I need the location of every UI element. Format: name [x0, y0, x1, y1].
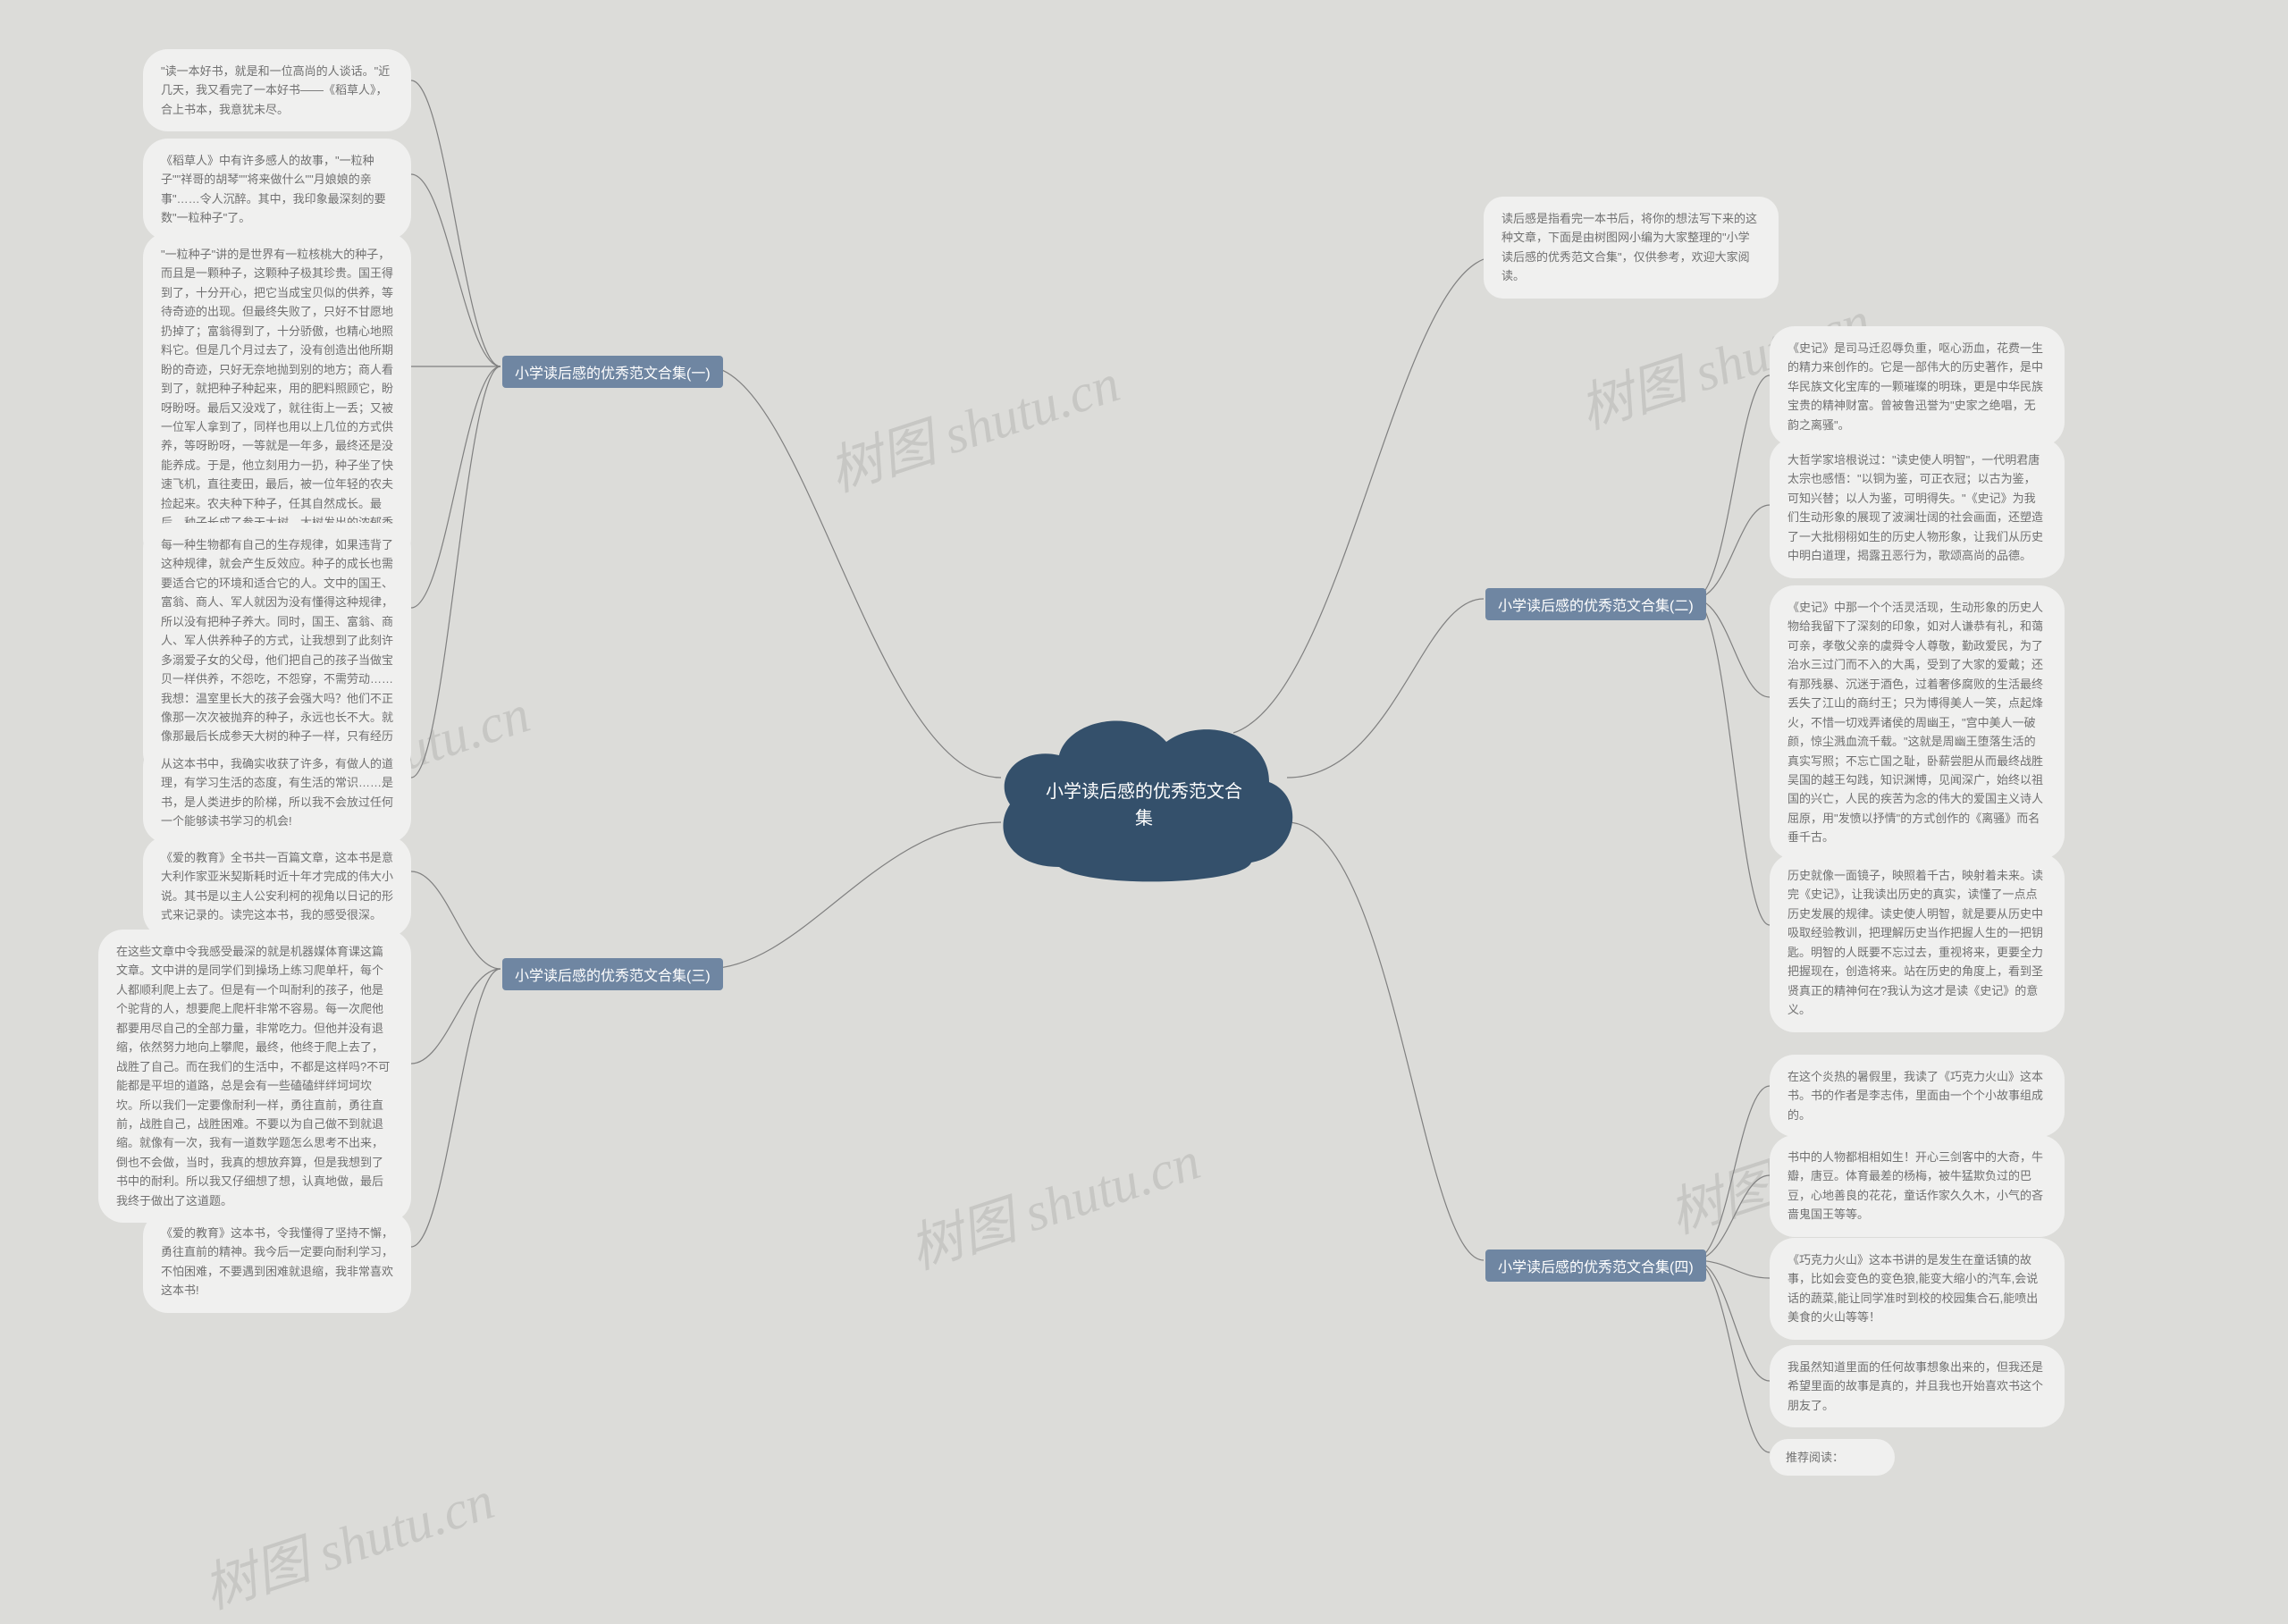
branch-4-label: 小学读后感的优秀范文合集(四): [1485, 1250, 1706, 1282]
branch-1-leaf-3: "一粒种子"讲的是世界有一粒核桃大的种子，而且是一颗种子，这颗种子极其珍贵。国王…: [143, 232, 411, 564]
branch-4-leaf-4: 我虽然知道里面的任何故事想象出来的，但我还是希望里面的故事是真的，并且我也开始喜…: [1770, 1345, 2065, 1427]
center-title: 小学读后感的优秀范文合集: [1046, 778, 1242, 832]
branch-1-leaf-1: "读一本好书，就是和一位高尚的人谈话。"近几天，我又看完了一本好书——《稻草人》…: [143, 49, 411, 131]
branch-1-leaf-2: 《稻草人》中有许多感人的故事，"一粒种子""祥哥的胡琴""将来做什么""月娘娘的…: [143, 139, 411, 240]
branch-2-label: 小学读后感的优秀范文合集(二): [1485, 588, 1706, 620]
branch-3-leaf-1: 《爱的教育》全书共一百篇文章，这本书是意大利作家亚米契斯耗时近十年才完成的伟大小…: [143, 836, 411, 938]
branch-4-leaf-1: 在这个炎热的暑假里，我读了《巧克力火山》这本书。书的作者是李志伟，里面由一个个小…: [1770, 1055, 2065, 1137]
branch-4-leaf-5: 推荐阅读：: [1770, 1439, 1895, 1476]
branch-2-leaf-3: 《史记》中那一个个活灵活现，生动形象的历史人物给我留下了深刻的印象，如对人谦恭有…: [1770, 585, 2065, 860]
watermark: 树图 shutu.cn: [898, 1117, 1208, 1284]
branch-2-leaf-1: 《史记》是司马迁忍辱负重，呕心沥血，花费一生的精力来创作的。它是一部伟大的历史著…: [1770, 326, 2065, 447]
branch-3-leaf-3: 《爱的教育》这本书，令我懂得了坚持不懈，勇往直前的精神。我今后一定要向耐利学习，…: [143, 1211, 411, 1313]
branch-1-label: 小学读后感的优秀范文合集(一): [502, 356, 723, 388]
branch-1-leaf-5: 从这本书中，我确实收获了许多，有做人的道理，有学习生活的态度，有生活的常识……是…: [143, 742, 411, 844]
center-node: 小学读后感的优秀范文合集: [983, 706, 1305, 894]
branch-2-leaf-4: 历史就像一面镜子，映照着千古，映射着未来。读完《史记》，让我读出历史的真实，读懂…: [1770, 854, 2065, 1032]
branch-4-leaf-2: 书中的人物都相相如生！开心三剑客中的大奇，牛瓣，唐豆。体育最差的杨梅，被牛猛欺负…: [1770, 1135, 2065, 1237]
branch-1-leaf-4: 每一种生物都有自己的生存规律，如果违背了这种规律，就会产生反效应。种子的成长也需…: [143, 523, 411, 778]
branch-3-leaf-2: 在这些文章中令我感受最深的就是机器媒体育课这篇文章。文中讲的是同学们到操场上练习…: [98, 930, 411, 1223]
branch-3-label: 小学读后感的优秀范文合集(三): [502, 958, 723, 990]
branch-2-leaf-2: 大哲学家培根说过："读史使人明智"，一代明君唐太宗也感悟："以铜为鉴，可正衣冠；…: [1770, 438, 2065, 578]
watermark: 树图 shutu.cn: [818, 340, 1128, 507]
intro-leaf: 读后感是指看完一本书后，将你的想法写下来的这种文章，下面是由树图网小编为大家整理…: [1484, 197, 1779, 299]
branch-4-leaf-3: 《巧克力火山》这本书讲的是发生在童话镇的故事，比如会变色的变色狼,能变大缩小的汽…: [1770, 1238, 2065, 1340]
watermark: 树图 shutu.cn: [192, 1457, 502, 1624]
